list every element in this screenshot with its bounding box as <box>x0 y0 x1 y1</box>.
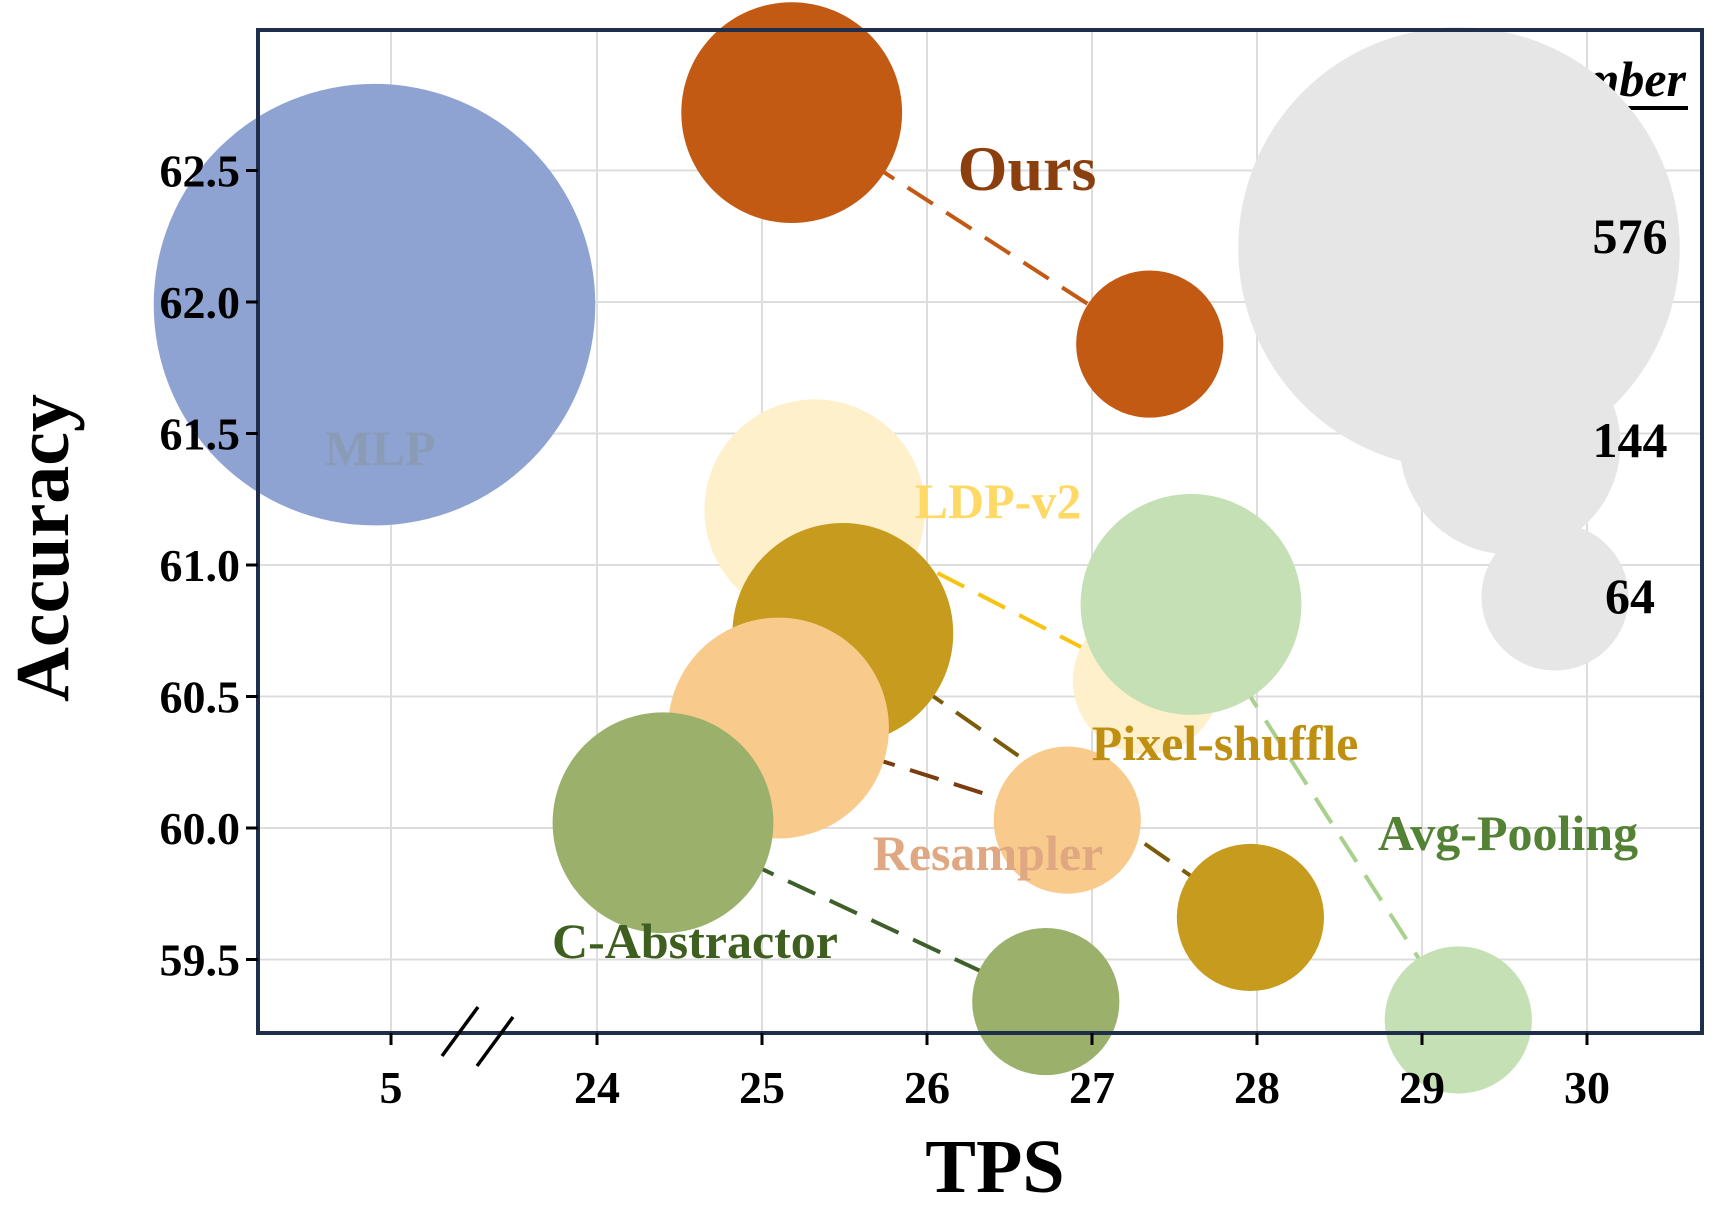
bubble-mlp-576 <box>153 83 596 526</box>
bubble-pixel-shuffle-64 <box>1176 843 1324 992</box>
bubble-c-abstractor-64 <box>972 927 1120 1076</box>
bubble-avg-pooling-64 <box>1384 946 1532 1094</box>
legend-bubble-144 <box>1399 333 1621 555</box>
y-tick-label-59-5: 59.5 <box>160 935 241 986</box>
y-tick-label-62-0: 62.0 <box>160 277 241 328</box>
bubble-ours-64 <box>1076 270 1224 418</box>
plot-frame <box>256 28 1704 1035</box>
legend-label-144: 144 <box>1593 412 1668 468</box>
series-label-resampler: Resampler <box>873 825 1104 881</box>
series-label-c-abstractor: C-Abstractor <box>552 913 838 969</box>
x-tick-label-28: 28 <box>1234 1062 1280 1113</box>
x-tick-label-27: 27 <box>1069 1062 1115 1113</box>
y-axis-title: Accuracy <box>1 394 85 702</box>
y-tick-label-61-5: 61.5 <box>160 409 241 460</box>
x-tick-label-30: 30 <box>1564 1062 1610 1113</box>
x-tick-label-25: 25 <box>739 1062 785 1113</box>
x-tick-label-26: 26 <box>904 1062 950 1113</box>
connector-avg-pooling <box>1189 603 1460 1022</box>
axis-break-slash-1 <box>440 1005 480 1058</box>
axis-break-marker <box>440 1005 515 1068</box>
legend-label-576: 576 <box>1593 208 1668 264</box>
axis-break-slash-2 <box>475 1015 515 1068</box>
y-tick-label-61-0: 61.0 <box>160 540 241 591</box>
legend-label-64: 64 <box>1605 568 1655 624</box>
bubbles <box>153 2 1532 1094</box>
series-label-avg-pooling: Avg-Pooling <box>1378 805 1638 861</box>
series-label-ldp-v2: LDP-v2 <box>915 473 1082 529</box>
bubble-avg-pooling-144 <box>1080 494 1302 715</box>
series-label-ours: Ours <box>958 133 1097 204</box>
axis-ticks: 5 24 25 26 27 28 29 30 59.5 60.0 60.5 61.0 61.5 62.0 6… <box>160 146 1611 1114</box>
x-axis-title: TPS <box>925 1125 1064 1209</box>
x-tick-label-29: 29 <box>1399 1062 1445 1113</box>
x-tick-label-5: 5 <box>380 1062 403 1113</box>
series-label-pixel-shuffle: Pixel-shuffle <box>1092 715 1359 771</box>
legend-bubble-64 <box>1481 523 1629 671</box>
series-label-mlp: MLP <box>324 420 435 476</box>
x-tick-label-24: 24 <box>574 1062 620 1113</box>
y-tick-label-60-0: 60.0 <box>160 803 241 854</box>
bubble-resampler-64 <box>993 746 1141 894</box>
series-labels: MLP Ours LDP-v2 Pixel-shuffle Resampler Avg-P… <box>324 133 1638 969</box>
y-tick-label-60-5: 60.5 <box>160 672 241 723</box>
bubble-ours-144 <box>681 2 903 224</box>
bubble-c-abstractor-144 <box>552 712 774 934</box>
y-tick-label-62-5: 62.5 <box>160 146 241 197</box>
